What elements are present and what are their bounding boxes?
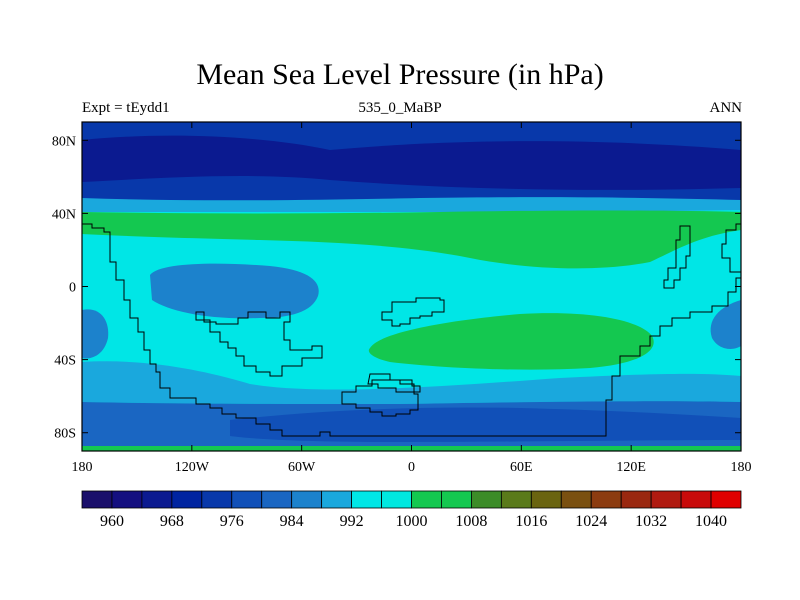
coastlines [82, 223, 741, 437]
colorbar-label: 1024 [575, 513, 607, 530]
x-tick-label: 180 [731, 460, 752, 475]
region-northern-deep-low [82, 135, 741, 190]
colorbar: 960 968 976 984 992 1000 1008 1016 1024 1032 1040 [81, 490, 742, 530]
coastline-east-edge [721, 223, 741, 273]
y-tick-label: 40S [54, 354, 76, 369]
x-tick-label: 60E [510, 460, 533, 475]
colorbar-swatch [351, 490, 382, 509]
region-northern-cyan-strip [82, 197, 741, 212]
colorbar-swatch [171, 490, 203, 509]
coastline-southern-ridge [367, 373, 421, 393]
x-tick-label: 180 [72, 460, 93, 475]
colorbar-swatch [710, 490, 742, 509]
colorbar-label: 1040 [695, 513, 727, 530]
colorbar-swatch [321, 490, 352, 509]
y-tick-label: 0 [69, 281, 76, 296]
colorbar-label: 992 [340, 513, 364, 530]
y-tick-label: 80N [52, 134, 76, 149]
x-tick-label: 120W [175, 460, 210, 475]
coastline-africa [195, 311, 323, 377]
colorbar-swatch [500, 490, 532, 509]
region-left-edge-low [82, 309, 109, 359]
y-tick-label: 80S [54, 427, 76, 442]
colorbar-swatch [231, 490, 263, 509]
y-tick-label: 40N [52, 207, 76, 222]
axes: 180 120W 60W 0 60E 120E 180 80N 40N 0 40S 80S [52, 122, 752, 475]
subtitle-experiment: Expt = tEydd1 [82, 100, 170, 116]
colorbar-swatch [530, 490, 562, 509]
coastline-americas [82, 223, 741, 437]
region-right-edge-low [710, 300, 741, 349]
colorbar-label: 1000 [396, 513, 428, 530]
colorbar-swatch [590, 490, 622, 509]
x-tick-label: 0 [408, 460, 415, 475]
chart-title: Mean Sea Level Pressure (in hPa) [196, 58, 604, 91]
region-southern-cyan-band [82, 361, 741, 404]
region-southern-subtropical-high [368, 313, 654, 370]
colorbar-swatch [620, 490, 652, 509]
colorbar-swatch [261, 490, 293, 509]
colorbar-swatch [291, 490, 323, 509]
region-subtropical-high-north [82, 210, 741, 269]
subtitle-period: 535_0_MaBP [358, 100, 442, 116]
x-tick-label: 60W [288, 460, 316, 475]
colorbar-swatch [650, 490, 682, 509]
subtitle-season: ANN [709, 100, 743, 116]
colorbar-swatch [201, 490, 233, 509]
colorbar-swatch [111, 490, 143, 509]
region-equatorial-low [150, 263, 319, 319]
colorbar-label: 968 [160, 513, 184, 530]
colorbar-swatch [441, 490, 472, 509]
colorbar-label: 1008 [455, 513, 487, 530]
colorbar-label: 1032 [635, 513, 667, 530]
colorbar-swatch [560, 490, 592, 509]
colorbar-swatch [141, 490, 173, 509]
colorbar-swatch [81, 490, 113, 509]
colorbar-label: 976 [220, 513, 244, 530]
region-southern-deeper-low [230, 407, 741, 442]
coastline-asia [663, 225, 691, 289]
colorbar-swatch [411, 490, 442, 509]
colorbar-swatch [471, 490, 502, 509]
colorbar-label: 1016 [515, 513, 547, 530]
x-tick-label: 120E [616, 460, 646, 475]
colorbar-label: 960 [100, 513, 124, 530]
colorbar-swatch [680, 490, 712, 509]
colorbar-swatch [381, 490, 412, 509]
colorbar-label: 984 [280, 513, 304, 530]
contour-field [82, 122, 741, 451]
coastline-southern-landmass [341, 379, 419, 417]
coastline-island-small [381, 297, 445, 327]
